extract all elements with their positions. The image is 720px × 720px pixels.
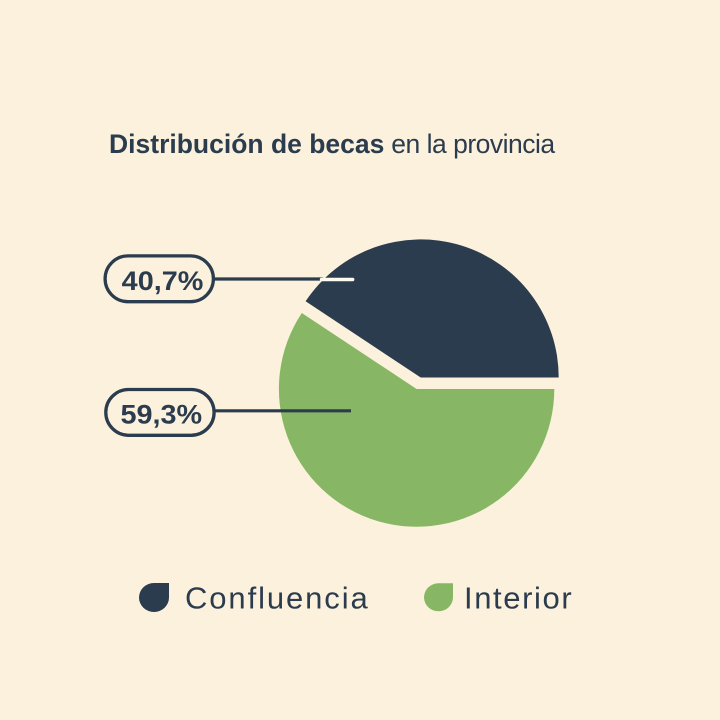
svg-text:Interior: Interior — [464, 581, 573, 616]
svg-text:Confluencia: Confluencia — [185, 581, 370, 616]
svg-text:59,3%: 59,3% — [121, 400, 203, 430]
svg-text:40,7%: 40,7% — [122, 266, 204, 296]
svg-text:Distribución de becas en la pr: Distribución de becas en la provincia — [109, 129, 555, 159]
